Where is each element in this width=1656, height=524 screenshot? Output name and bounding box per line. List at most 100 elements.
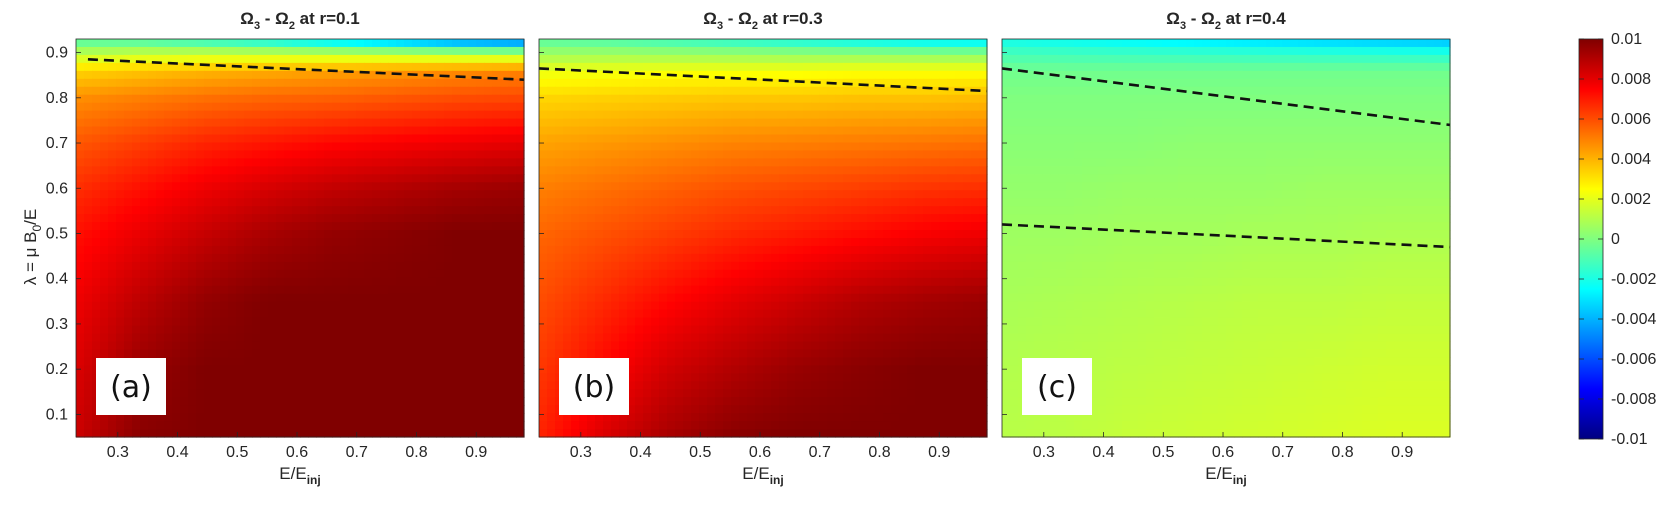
heatmap-cell bbox=[907, 309, 916, 319]
heatmap-cell bbox=[196, 429, 205, 438]
heatmap-cell bbox=[212, 238, 221, 247]
heatmap-cell bbox=[939, 245, 948, 255]
heatmap-cell bbox=[635, 54, 644, 64]
heatmap-cell bbox=[595, 174, 604, 183]
heatmap-cell bbox=[420, 373, 429, 382]
heatmap-cell bbox=[484, 389, 493, 398]
heatmap-cell bbox=[619, 78, 628, 88]
heatmap-cell bbox=[500, 357, 509, 366]
heatmap-cell bbox=[755, 94, 764, 104]
heatmap-cell bbox=[212, 142, 221, 152]
heatmap-cell bbox=[947, 206, 956, 215]
heatmap-cell bbox=[683, 150, 692, 159]
heatmap-cell bbox=[84, 261, 93, 271]
heatmap-cell bbox=[667, 118, 676, 128]
heatmap-cell bbox=[284, 158, 293, 167]
heatmap-cell bbox=[571, 309, 580, 319]
heatmap-cell bbox=[76, 317, 85, 327]
heatmap-cell bbox=[388, 230, 397, 239]
heatmap-cell bbox=[492, 158, 501, 167]
heatmap-cell bbox=[755, 293, 764, 303]
heatmap-cell bbox=[500, 261, 509, 271]
heatmap-cell bbox=[500, 110, 509, 120]
heatmap-cell bbox=[771, 317, 780, 327]
heatmap-cell bbox=[587, 341, 596, 351]
heatmap-cell bbox=[763, 142, 772, 152]
heatmap-cell bbox=[947, 198, 956, 207]
heatmap-cell bbox=[795, 222, 804, 231]
heatmap-cell bbox=[476, 277, 485, 287]
heatmap-cell bbox=[436, 62, 445, 72]
heatmap-cell bbox=[292, 301, 301, 311]
heatmap-cell bbox=[164, 357, 173, 366]
heatmap-cell bbox=[883, 182, 892, 191]
heatmap-cell bbox=[547, 54, 556, 64]
heatmap-cell bbox=[707, 277, 716, 287]
heatmap-cell bbox=[428, 54, 437, 64]
heatmap-cell bbox=[723, 309, 732, 319]
heatmap-cell bbox=[907, 134, 916, 144]
heatmap-cell bbox=[819, 118, 828, 128]
heatmap-cell bbox=[563, 158, 572, 167]
heatmap-cell bbox=[244, 150, 253, 159]
heatmap-cell bbox=[803, 118, 812, 128]
heatmap-cell bbox=[627, 39, 636, 48]
heatmap-cell bbox=[196, 421, 205, 430]
heatmap-cell bbox=[292, 78, 301, 88]
heatmap-cell bbox=[508, 190, 517, 199]
heatmap-cell bbox=[675, 134, 684, 144]
heatmap-cell bbox=[108, 39, 117, 48]
heatmap-cell bbox=[476, 182, 485, 191]
heatmap-cell bbox=[843, 309, 852, 319]
heatmap-cell bbox=[739, 230, 748, 239]
heatmap-cell bbox=[931, 333, 940, 343]
heatmap-cell bbox=[859, 54, 868, 64]
heatmap-cell bbox=[603, 166, 612, 175]
heatmap-cell bbox=[148, 349, 157, 358]
heatmap-cell bbox=[308, 397, 317, 406]
heatmap-cell bbox=[939, 102, 948, 112]
heatmap-cell bbox=[388, 198, 397, 207]
heatmap-cell bbox=[915, 230, 924, 239]
heatmap-cell bbox=[931, 301, 940, 311]
heatmap-cell bbox=[867, 222, 876, 231]
heatmap-cell bbox=[619, 198, 628, 207]
heatmap-cell bbox=[611, 309, 620, 319]
heatmap-cell bbox=[819, 333, 828, 343]
heatmap-cell bbox=[939, 94, 948, 104]
heatmap-cell bbox=[508, 126, 517, 136]
heatmap-cell bbox=[116, 277, 125, 287]
heatmap-cell bbox=[260, 70, 269, 80]
heatmap-cell bbox=[268, 301, 277, 311]
heatmap-cell bbox=[372, 150, 381, 159]
heatmap-cell bbox=[484, 413, 493, 422]
heatmap-cell bbox=[963, 230, 972, 239]
heatmap-cell bbox=[971, 94, 980, 104]
heatmap-cell bbox=[492, 134, 501, 144]
heatmap-cell bbox=[611, 190, 620, 199]
heatmap-cell bbox=[907, 158, 916, 167]
heatmap-cell bbox=[691, 309, 700, 319]
heatmap-cell bbox=[252, 142, 261, 152]
heatmap-cell bbox=[516, 158, 525, 167]
heatmap-cell bbox=[292, 190, 301, 199]
heatmap-cell bbox=[260, 381, 269, 390]
heatmap-cell bbox=[396, 285, 405, 295]
heatmap-cell bbox=[420, 126, 429, 136]
heatmap-cell bbox=[508, 357, 517, 366]
heatmap-cell bbox=[747, 118, 756, 128]
heatmap-cell bbox=[436, 222, 445, 231]
heatmap-cell bbox=[212, 78, 221, 88]
heatmap-cell bbox=[683, 301, 692, 311]
heatmap-cell bbox=[404, 46, 413, 56]
heatmap-cell bbox=[771, 62, 780, 72]
heatmap-cell bbox=[715, 126, 724, 136]
heatmap-cell bbox=[955, 293, 964, 303]
heatmap-cell bbox=[436, 253, 445, 263]
heatmap-cell bbox=[228, 301, 237, 311]
heatmap-cell bbox=[819, 190, 828, 199]
heatmap-cell bbox=[731, 182, 740, 191]
heatmap-cell bbox=[779, 317, 788, 327]
heatmap-cell bbox=[364, 261, 373, 271]
heatmap-cell bbox=[260, 190, 269, 199]
